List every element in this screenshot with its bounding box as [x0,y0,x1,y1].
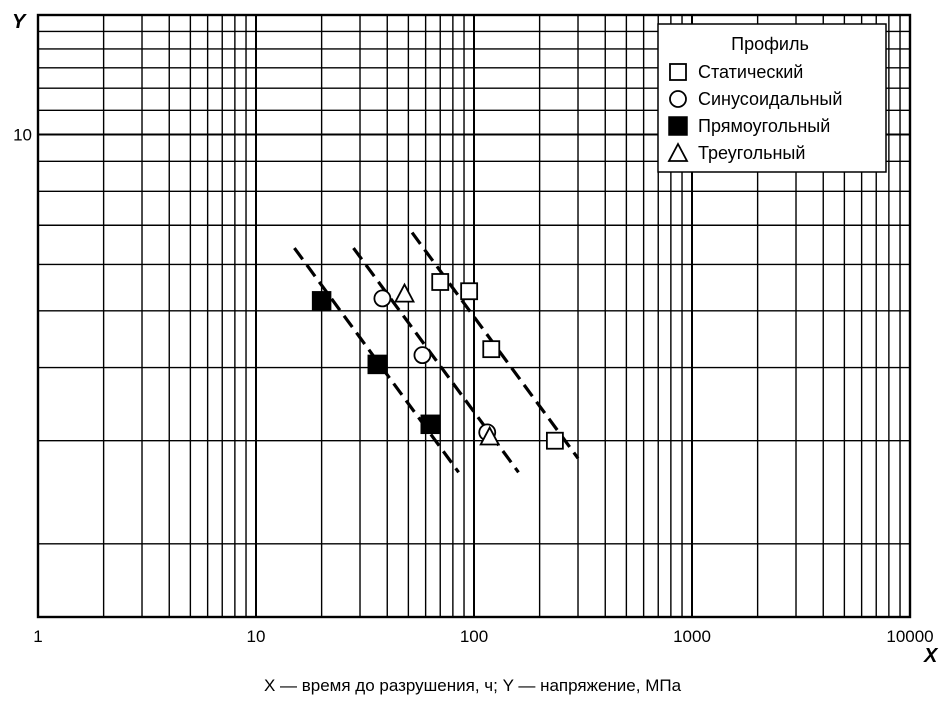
data-point-square-filled [311,291,332,311]
legend-marker-square-open [669,63,687,81]
legend-label: Синусоидальный [698,89,842,109]
x-tick-label: 10000 [886,627,933,646]
legend-items: Статический Синусоидальный Прямоугольный Тр… [667,62,842,163]
legend-box [657,23,887,173]
legend-label: Треугольный [698,143,805,163]
x-axis-label: X [923,645,939,667]
legend-title: Профиль [731,34,809,54]
x-tick-label: 1000 [673,627,711,646]
data-point-square-open [431,273,450,291]
data-point-triangle-open [394,282,416,303]
legend: Профиль Статический Синусоидальный Прямоуг… [657,23,887,173]
legend-label: Прямоугольный [698,116,830,136]
plot-frame [36,13,912,619]
y-tick-labels: 10 [13,126,32,145]
x-tick-labels: 1 10 100 1000 10000 [33,627,933,646]
x-tick-label: 100 [460,627,488,646]
data-point-square-filled [420,414,441,435]
data-point-square-open [460,282,479,301]
legend-label: Статический [698,62,803,82]
data-point-square-open [545,431,564,450]
legend-marker-triangle-open [667,142,689,162]
x-tick-label: 1 [33,627,42,646]
y-axis-label: Y [12,11,27,33]
data-point-triangle-open [479,425,501,446]
legend-marker-square-filled [668,116,688,136]
x-tick-label: 10 [247,627,266,646]
data-point-square-filled [367,354,388,375]
data-point-circle-open [373,289,392,308]
data-point-circle-open [413,346,432,365]
figure-caption: X — время до разрушения, ч; Y — напряжен… [263,676,682,695]
data-points [311,273,564,450]
data-point-square-open [482,340,501,359]
legend-marker-circle-open [669,90,687,108]
trend-line [410,231,580,460]
y-tick-label: 10 [13,126,32,145]
trend-lines [293,231,580,474]
